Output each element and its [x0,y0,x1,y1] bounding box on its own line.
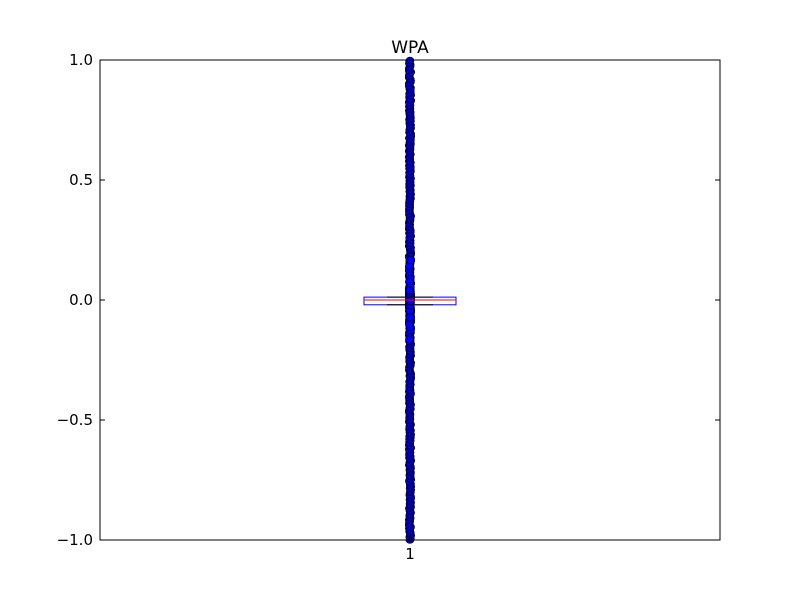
flier-point [406,256,415,264]
chart-title: WPA [391,38,429,58]
box-element [363,296,457,306]
flier-point [405,336,414,344]
flier-point [405,286,414,295]
x-tick-label: 1 [405,545,415,563]
flier-point [406,313,415,321]
flier-point [405,297,415,305]
y-tick-label: 1.0 [69,51,93,69]
x-axis-ticks: 1 [405,60,415,563]
y-tick-label: −0.5 [57,411,93,429]
y-tick-label: 0.5 [69,171,93,189]
y-tick-label: −1.0 [57,531,93,549]
y-axis-ticks: −1.0 −0.5 0.0 0.5 1.0 [57,51,720,549]
flier-point [404,320,414,328]
flier-points [404,56,416,544]
y-tick-label: 0.0 [69,291,93,309]
